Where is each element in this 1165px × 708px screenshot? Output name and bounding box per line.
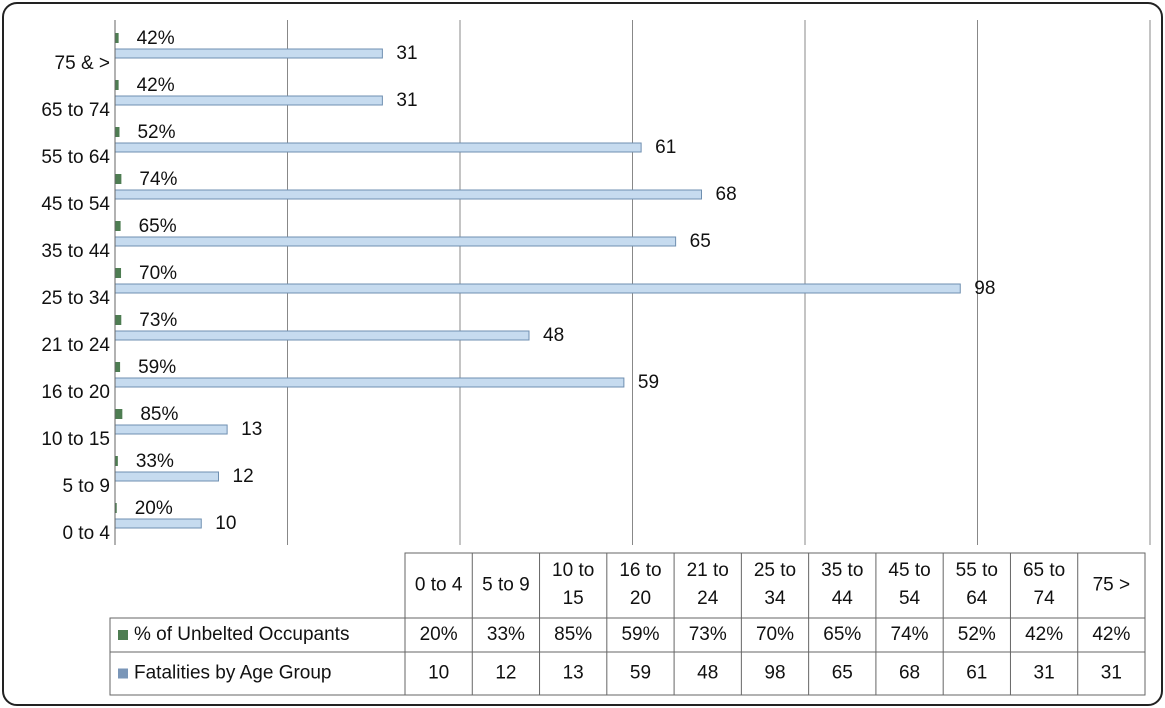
y-tick-label: 25 to 34 (41, 288, 110, 309)
bar (115, 33, 119, 43)
table-value: 31 (1034, 663, 1055, 684)
data-label: 42% (137, 28, 175, 49)
y-tick-label: 0 to 4 (62, 523, 110, 544)
data-label: 61 (655, 137, 676, 158)
table-header: 16 to 20 (619, 560, 661, 609)
table-header: 35 to 44 (821, 560, 863, 609)
y-tick-label: 45 to 54 (41, 194, 110, 215)
table-value: 85% (554, 624, 592, 645)
table-value: 98 (764, 663, 785, 684)
data-label: 33% (136, 451, 174, 472)
data-label: 13 (241, 419, 262, 440)
table-header: 75 > (1093, 575, 1131, 596)
bar (115, 127, 120, 137)
table-value: 70% (756, 624, 794, 645)
bar (115, 456, 118, 466)
bar (114, 471, 219, 482)
bar (114, 142, 642, 153)
table-header: 45 to 54 (888, 560, 930, 609)
legend-marker (118, 668, 128, 679)
y-tick-label: 16 to 20 (41, 382, 110, 403)
legend-label: % of Unbelted Occupants (134, 624, 349, 645)
legend-label: Fatalities by Age Group (134, 663, 332, 684)
table-value: 10 (428, 663, 449, 684)
table-header: 5 to 9 (482, 575, 530, 596)
data-label: 52% (137, 122, 175, 143)
table-header: 0 to 4 (415, 575, 463, 596)
y-tick-label: 55 to 64 (41, 147, 110, 168)
table-value: 12 (495, 663, 516, 684)
table-value: 68 (899, 663, 920, 684)
table-header: 10 to 15 (552, 560, 594, 609)
y-tick-label: 5 to 9 (62, 476, 110, 497)
table-value: 59 (630, 663, 651, 684)
bar (114, 377, 625, 388)
y-tick-label: 35 to 44 (41, 241, 110, 262)
data-label: 59% (138, 357, 176, 378)
table-value: 31 (1101, 663, 1122, 684)
legend-marker (118, 630, 128, 640)
bar (114, 48, 383, 59)
bar (114, 330, 530, 341)
y-tick-label: 10 to 15 (41, 429, 110, 450)
table-header: 21 to 24 (687, 560, 729, 609)
bar (114, 189, 702, 200)
table-value: 65% (823, 624, 861, 645)
bar (115, 221, 121, 231)
data-label: 31 (396, 43, 417, 64)
bar (115, 174, 122, 184)
bar (114, 236, 677, 247)
data-label: 31 (396, 90, 417, 111)
y-tick-label: 75 & > (55, 53, 110, 74)
bar (115, 268, 122, 278)
table-value: 61 (966, 663, 987, 684)
data-label: 10 (215, 513, 236, 534)
bar (114, 518, 202, 529)
data-label: 73% (139, 310, 177, 331)
bar (115, 362, 121, 372)
table-value: 20% (420, 624, 458, 645)
data-label: 65% (139, 216, 177, 237)
data-label: 42% (137, 75, 175, 96)
table-value: 74% (891, 624, 929, 645)
bar (114, 95, 383, 106)
table-value: 33% (487, 624, 525, 645)
data-label: 98 (974, 278, 995, 299)
bar (115, 315, 122, 325)
table-header: 55 to 64 (956, 560, 998, 609)
table-value: 13 (563, 663, 584, 684)
table-header: 25 to 34 (754, 560, 796, 609)
table-value: 65 (832, 663, 853, 684)
data-label: 74% (139, 169, 177, 190)
data-label: 59 (638, 372, 659, 393)
table-value: 52% (958, 624, 996, 645)
table-value: 73% (689, 624, 727, 645)
table-value: 42% (1025, 624, 1063, 645)
table-value: 48 (697, 663, 718, 684)
data-label: 48 (543, 325, 564, 346)
bar (115, 409, 123, 419)
y-tick-label: 65 to 74 (41, 100, 110, 121)
data-label: 65 (690, 231, 711, 252)
data-label: 85% (140, 404, 178, 425)
y-tick-label: 21 to 24 (41, 335, 110, 356)
data-label: 70% (139, 263, 177, 284)
bar (114, 283, 961, 294)
table-value: 59% (621, 624, 659, 645)
data-label: 20% (135, 498, 173, 519)
data-label: 68 (716, 184, 737, 205)
bar (115, 80, 119, 90)
bar (114, 424, 228, 435)
table-value: 42% (1092, 624, 1130, 645)
data-label: 12 (233, 466, 254, 487)
table-header: 65 to 74 (1023, 560, 1065, 609)
bar (115, 503, 117, 513)
